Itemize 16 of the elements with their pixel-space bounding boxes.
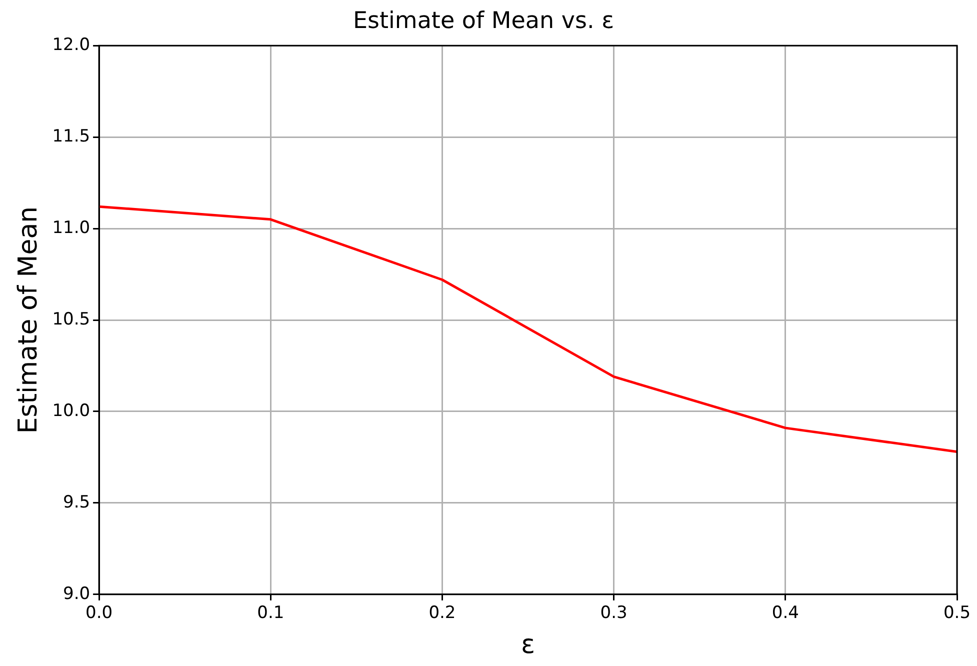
x-tick-label: 0.1	[257, 603, 284, 624]
y-tick-label: 10.0	[52, 400, 90, 421]
y-tick-label: 9.0	[63, 584, 90, 604]
x-tick-label: 0.2	[428, 603, 456, 624]
y-tick-label: 11.5	[52, 126, 90, 146]
x-axis-title: ε	[520, 630, 536, 660]
x-tick-label: 0.3	[600, 603, 628, 624]
x-tick-label: 0.5	[943, 603, 971, 624]
x-tick-label: 0.4	[772, 603, 799, 624]
x-tick-label: 0.0	[86, 603, 113, 624]
y-axis-title: Estimate of Mean	[13, 206, 44, 434]
y-tick-label: 12.0	[52, 35, 90, 56]
chart-title: Estimate of Mean vs. ε	[352, 8, 614, 34]
y-tick-label: 10.5	[52, 309, 90, 330]
y-tick-label: 9.5	[63, 492, 90, 512]
y-tick-label: 11.0	[52, 218, 90, 238]
